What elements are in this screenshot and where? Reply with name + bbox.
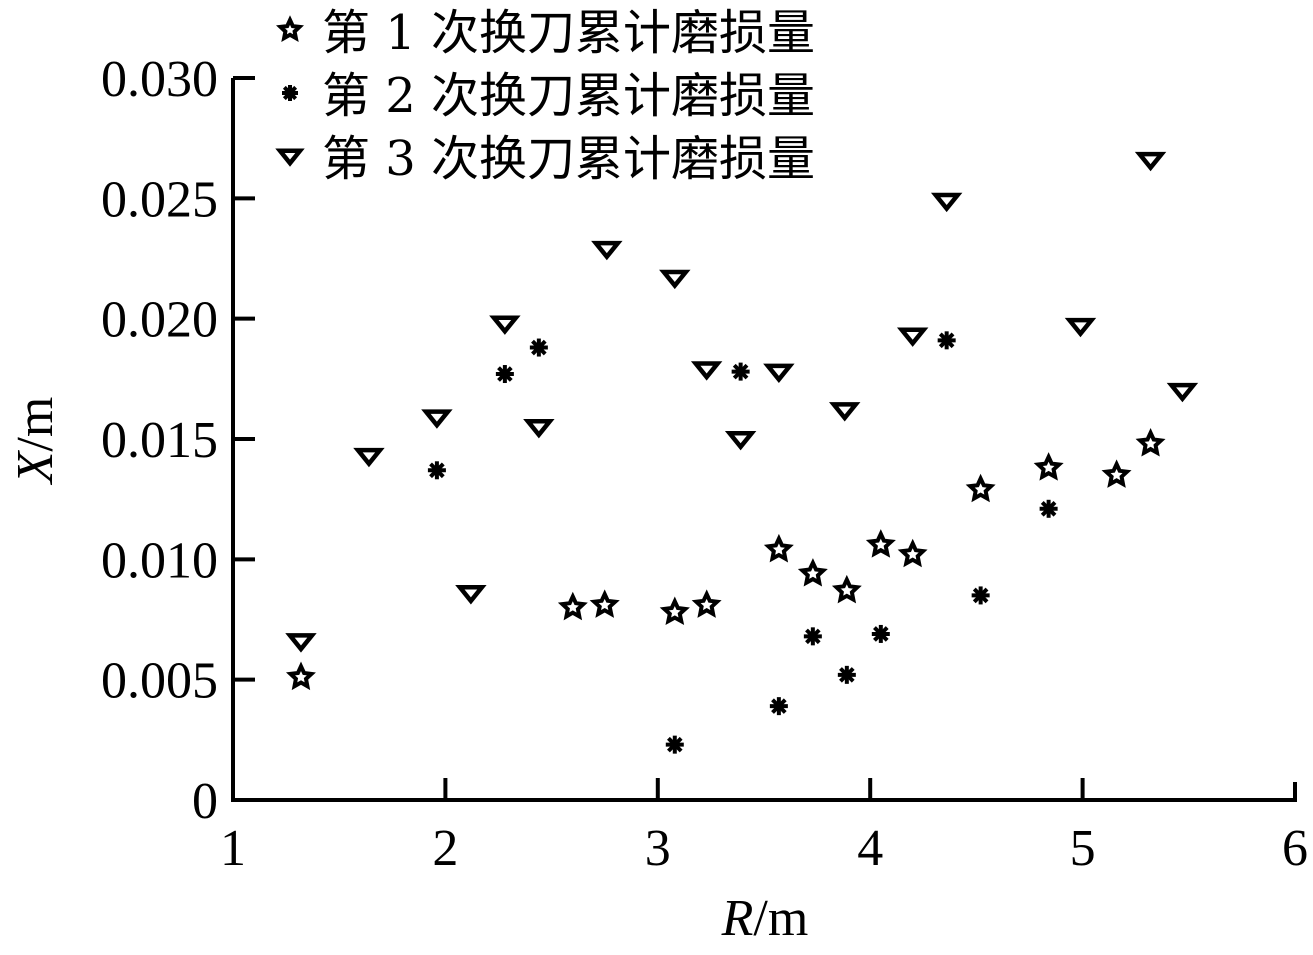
- star-marker: [589, 589, 620, 618]
- data-points: [285, 151, 1199, 754]
- y-tick-label: 0.005: [101, 653, 218, 710]
- triangle-down-marker: [930, 192, 963, 213]
- star-marker: [1033, 452, 1064, 481]
- axis-titles: R/m X/m: [7, 397, 808, 947]
- asterisk-marker: [529, 338, 548, 357]
- asterisk-icon: [282, 85, 298, 101]
- y-axis-title: X/m: [7, 397, 64, 486]
- asterisk-marker: [971, 586, 990, 605]
- legend-item: 第 1 次换刀累计磨损量: [276, 5, 815, 61]
- y-tick-label: 0: [192, 773, 218, 830]
- triangle-down-marker: [353, 447, 385, 468]
- star-marker: [865, 529, 896, 558]
- asterisk-marker: [769, 697, 788, 716]
- star-marker: [285, 661, 316, 691]
- x-tick-label: 3: [645, 820, 671, 877]
- series-2: [427, 331, 1058, 754]
- triangle-down-marker: [275, 148, 305, 167]
- asterisk-marker: [665, 735, 684, 754]
- star-marker: [1101, 459, 1132, 488]
- star-marker: [831, 574, 862, 604]
- legend-label: 第 3 次换刀累计磨损量: [322, 131, 815, 187]
- x-tick-label: 1: [220, 820, 246, 877]
- legend-item: 第 3 次换刀累计磨损量: [275, 131, 815, 187]
- asterisk-marker: [427, 461, 446, 480]
- triangle-down-marker: [591, 240, 623, 261]
- star-marker: [797, 558, 828, 587]
- triangle-down-marker: [896, 327, 929, 347]
- star-marker: [557, 591, 588, 621]
- axis-ticks: 1 2 3 4 5 6 0 0.005 0.010 0.015 0.020 0.025 0.030: [101, 51, 1308, 877]
- y-tick-label: 0.030: [101, 51, 218, 108]
- star-marker: [1135, 428, 1166, 457]
- star-marker: [763, 533, 794, 563]
- triangle-down-marker: [285, 633, 317, 653]
- star-marker: [691, 589, 722, 618]
- asterisk-marker: [837, 665, 856, 684]
- y-tick-label: 0.015: [101, 412, 218, 469]
- legend-item: 第 2 次换刀累计磨损量: [282, 68, 815, 124]
- triangle-down-marker: [421, 409, 453, 429]
- asterisk-marker: [871, 624, 890, 643]
- asterisk-marker: [937, 331, 956, 350]
- legend-label: 第 1 次换刀累计磨损量: [322, 5, 815, 61]
- triangle-down-marker: [1166, 382, 1199, 403]
- x-axis-title: R/m: [721, 890, 809, 947]
- star-marker: [897, 538, 928, 568]
- asterisk-marker: [1039, 499, 1058, 518]
- y-tick-label: 0.010: [101, 532, 218, 589]
- triangle-down-marker: [1064, 317, 1097, 338]
- star-icon: [276, 15, 304, 42]
- x-tick-label: 6: [1282, 820, 1308, 877]
- asterisk-marker: [803, 627, 822, 646]
- series-3: [285, 151, 1199, 653]
- star-marker: [276, 15, 304, 42]
- legend-label: 第 2 次换刀累计磨损量: [322, 68, 815, 124]
- y-tick-label: 0.025: [101, 171, 218, 228]
- y-tick-label: 0.020: [101, 292, 218, 349]
- triangle-down-marker: [1134, 151, 1167, 172]
- series-1: [285, 428, 1166, 691]
- x-tick-label: 5: [1070, 820, 1096, 877]
- triangle-down-marker: [489, 315, 521, 335]
- triangle-down-marker: [828, 402, 861, 422]
- triangle-down-marker: [455, 585, 487, 605]
- triangle-down-marker: [690, 361, 723, 381]
- x-tick-label: 2: [432, 820, 458, 877]
- asterisk-marker: [731, 362, 750, 381]
- triangle-down-marker: [523, 418, 555, 439]
- star-marker: [659, 596, 690, 626]
- triangle-down-marker: [763, 363, 795, 384]
- x-tick-label: 4: [857, 820, 883, 877]
- triangle-down-icon: [275, 148, 305, 167]
- triangle-down-marker: [659, 269, 691, 290]
- asterisk-marker: [282, 85, 298, 101]
- triangle-down-marker: [724, 431, 757, 451]
- asterisk-marker: [495, 365, 514, 384]
- star-marker: [965, 473, 996, 503]
